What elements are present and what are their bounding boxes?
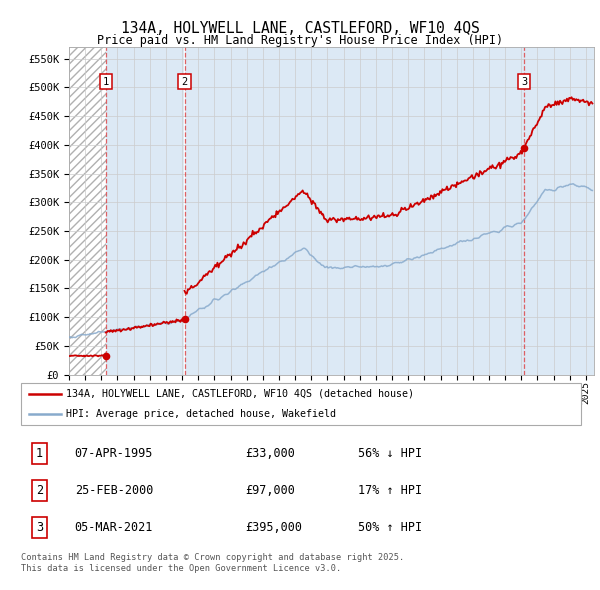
Text: 2: 2 — [36, 484, 43, 497]
Text: 17% ↑ HPI: 17% ↑ HPI — [358, 484, 422, 497]
Text: 56% ↓ HPI: 56% ↓ HPI — [358, 447, 422, 460]
Text: 05-MAR-2021: 05-MAR-2021 — [75, 521, 153, 534]
Text: HPI: Average price, detached house, Wakefield: HPI: Average price, detached house, Wake… — [66, 409, 336, 419]
Text: Price paid vs. HM Land Registry's House Price Index (HPI): Price paid vs. HM Land Registry's House … — [97, 34, 503, 47]
Bar — [106, 47, 184, 375]
Text: 25-FEB-2000: 25-FEB-2000 — [75, 484, 153, 497]
Text: 3: 3 — [36, 521, 43, 534]
Text: Contains HM Land Registry data © Crown copyright and database right 2025.
This d: Contains HM Land Registry data © Crown c… — [21, 553, 404, 573]
Text: 134A, HOLYWELL LANE, CASTLEFORD, WF10 4QS (detached house): 134A, HOLYWELL LANE, CASTLEFORD, WF10 4Q… — [66, 389, 414, 399]
Bar — [69, 47, 106, 375]
Bar — [185, 47, 524, 375]
Text: 3: 3 — [521, 77, 527, 87]
Text: 1: 1 — [103, 77, 109, 87]
Bar — [524, 47, 594, 375]
Text: 2: 2 — [181, 77, 188, 87]
Text: £395,000: £395,000 — [245, 521, 302, 534]
Text: 50% ↑ HPI: 50% ↑ HPI — [358, 521, 422, 534]
Text: £97,000: £97,000 — [245, 484, 295, 497]
Text: 134A, HOLYWELL LANE, CASTLEFORD, WF10 4QS: 134A, HOLYWELL LANE, CASTLEFORD, WF10 4Q… — [121, 21, 479, 35]
Text: 1: 1 — [36, 447, 43, 460]
Text: £33,000: £33,000 — [245, 447, 295, 460]
Text: 07-APR-1995: 07-APR-1995 — [75, 447, 153, 460]
FancyBboxPatch shape — [21, 383, 581, 425]
